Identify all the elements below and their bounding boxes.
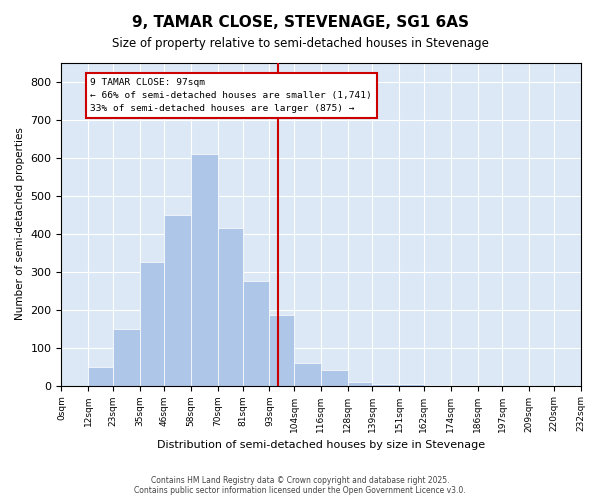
- Bar: [269, 316, 294, 386]
- Bar: [218, 228, 242, 386]
- Bar: [424, 385, 451, 386]
- Text: 9, TAMAR CLOSE, STEVENAGE, SG1 6AS: 9, TAMAR CLOSE, STEVENAGE, SG1 6AS: [131, 15, 469, 30]
- Y-axis label: Number of semi-detached properties: Number of semi-detached properties: [15, 128, 25, 320]
- Bar: [113, 328, 140, 386]
- Bar: [191, 154, 218, 386]
- Text: Contains HM Land Registry data © Crown copyright and database right 2025.
Contai: Contains HM Land Registry data © Crown c…: [134, 476, 466, 495]
- Bar: [140, 262, 164, 386]
- Bar: [348, 382, 373, 386]
- Bar: [399, 384, 424, 386]
- Text: Size of property relative to semi-detached houses in Stevenage: Size of property relative to semi-detach…: [112, 38, 488, 51]
- Text: 9 TAMAR CLOSE: 97sqm
← 66% of semi-detached houses are smaller (1,741)
33% of se: 9 TAMAR CLOSE: 97sqm ← 66% of semi-detac…: [91, 78, 372, 113]
- Bar: [242, 281, 269, 386]
- Bar: [321, 370, 348, 386]
- Bar: [294, 363, 321, 386]
- Bar: [88, 366, 113, 386]
- Bar: [164, 214, 191, 386]
- X-axis label: Distribution of semi-detached houses by size in Stevenage: Distribution of semi-detached houses by …: [157, 440, 485, 450]
- Bar: [373, 384, 399, 386]
